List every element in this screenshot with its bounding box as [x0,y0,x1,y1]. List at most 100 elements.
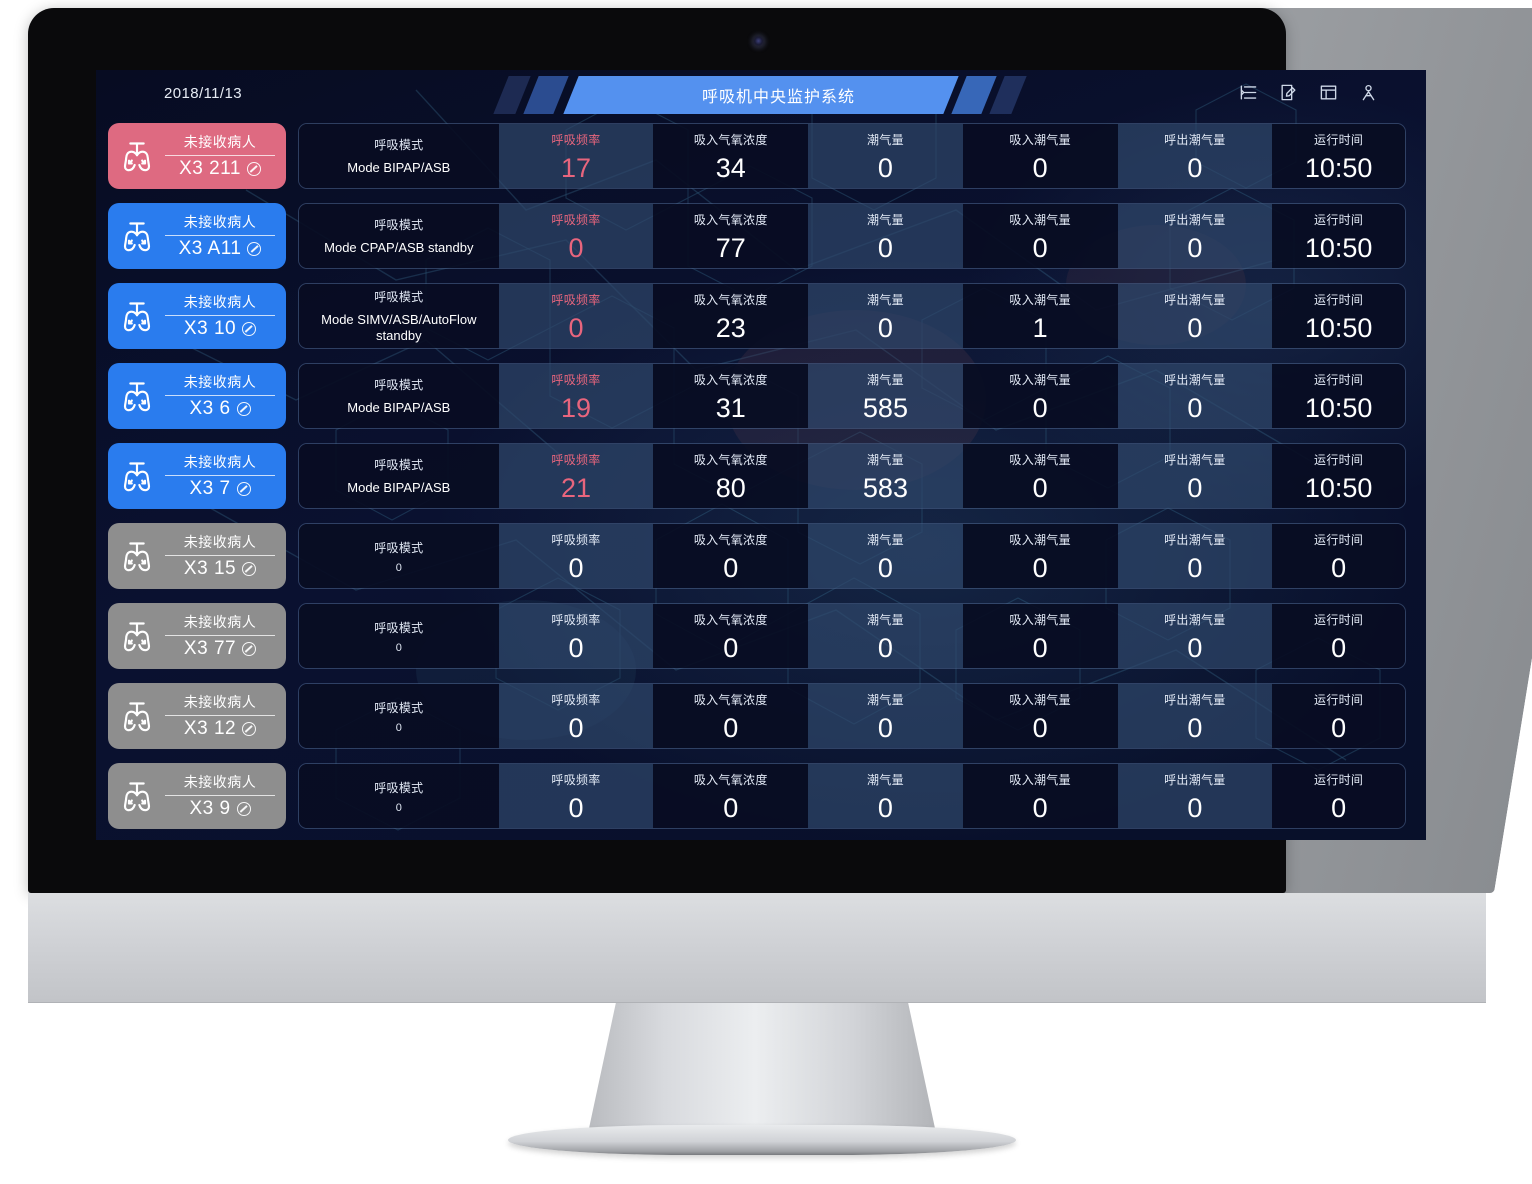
metric-cell-tidal_out[interactable]: 呼出潮气量 0 [1117,764,1273,828]
metric-cell-tidal_in[interactable]: 吸入潮气量 0 [962,684,1118,748]
list-settings-icon[interactable] [1239,83,1258,102]
metric-cell-tidal_in[interactable]: 吸入潮气量 0 [962,764,1118,828]
metric-cell-runtime[interactable]: 运行时间 0 [1272,524,1405,588]
patient-card[interactable]: 未接收病人 X3 A11 [108,203,286,269]
metric-cell-runtime[interactable]: 运行时间 10:50 [1272,364,1405,428]
metric-cell-runtime[interactable]: 运行时间 10:50 [1272,124,1405,188]
metric-cell-mode[interactable]: 呼吸模式 Mode BIPAP/ASB [299,124,499,188]
metric-cell-tidal_in[interactable]: 吸入潮气量 1 [962,284,1118,348]
metric-label: 呼出潮气量 [1164,612,1226,627]
patient-card[interactable]: 未接收病人 X3 15 [108,523,286,589]
metric-cell-tidal_in[interactable]: 吸入潮气量 0 [962,524,1118,588]
metric-cell-mode[interactable]: 呼吸模式 Mode BIPAP/ASB [299,364,499,428]
metric-cell-rate[interactable]: 呼吸频率 0 [498,764,654,828]
metric-cell-tidal_out[interactable]: 呼出潮气量 0 [1117,284,1273,348]
user-account-icon[interactable] [1359,83,1378,102]
metrics-strip: 呼吸模式 Mode BIPAP/ASB 呼吸频率 19 吸入气氧浓度 31 潮气量 585 吸入… [298,363,1406,429]
patient-card-divider [165,715,275,716]
patient-card[interactable]: 未接收病人 X3 10 [108,283,286,349]
patient-card[interactable]: 未接收病人 X3 211 [108,123,286,189]
metric-cell-tidal[interactable]: 潮气量 0 [808,124,963,188]
device-id-label: X3 7 [189,478,231,499]
metric-cell-mode[interactable]: 呼吸模式 Mode SIMV/ASB/AutoFlow standby [299,284,499,348]
metric-cell-runtime[interactable]: 运行时间 10:50 [1272,204,1405,268]
metric-label: 呼吸频率 [551,132,601,147]
patient-card-divider [165,395,275,396]
patient-card-text: 未接收病人 X3 6 [163,372,277,420]
metric-cell-fio2[interactable]: 吸入气氧浓度 77 [653,204,809,268]
metric-cell-rate[interactable]: 呼吸频率 0 [498,284,654,348]
metric-cell-fio2[interactable]: 吸入气氧浓度 0 [653,764,809,828]
ventilator-row: 未接收病人 X3 6 呼吸模式 Mode BIPAP/ASB 呼吸频率 19 吸入气氧浓度 3… [96,360,1426,433]
metric-label: 吸入潮气量 [1009,132,1071,147]
metric-cell-mode[interactable]: 呼吸模式 0 [299,684,499,748]
metric-cell-fio2[interactable]: 吸入气氧浓度 0 [653,684,809,748]
metric-cell-fio2[interactable]: 吸入气氧浓度 80 [653,444,809,508]
lungs-icon [123,462,151,492]
metric-cell-rate[interactable]: 呼吸频率 21 [498,444,654,508]
metric-cell-mode[interactable]: 呼吸模式 0 [299,764,499,828]
metric-cell-tidal[interactable]: 潮气量 0 [808,604,963,668]
page-title: 呼吸机中央监护系统 [701,89,855,106]
metric-value: 583 [862,472,908,503]
patient-card[interactable]: 未接收病人 X3 7 [108,443,286,509]
metric-cell-fio2[interactable]: 吸入气氧浓度 0 [653,604,809,668]
metric-value: 0 [877,632,893,663]
metric-cell-mode[interactable]: 呼吸模式 Mode BIPAP/ASB [299,444,499,508]
metric-cell-mode[interactable]: 呼吸模式 0 [299,524,499,588]
metric-cell-tidal_out[interactable]: 呼出潮气量 0 [1117,444,1273,508]
metric-cell-tidal_in[interactable]: 吸入潮气量 0 [962,204,1118,268]
metric-cell-runtime[interactable]: 运行时间 10:50 [1272,284,1405,348]
layout-panel-icon[interactable] [1319,83,1338,102]
toolbar [1239,83,1378,102]
metric-cell-tidal[interactable]: 潮气量 0 [808,204,963,268]
metric-cell-runtime[interactable]: 运行时间 0 [1272,764,1405,828]
metric-value: Mode BIPAP/ASB [347,399,451,415]
patient-status-label: 未接收病人 [183,374,257,390]
patient-card[interactable]: 未接收病人 X3 77 [108,603,286,669]
metric-cell-tidal_out[interactable]: 呼出潮气量 0 [1117,124,1273,188]
metric-cell-fio2[interactable]: 吸入气氧浓度 34 [653,124,809,188]
edit-note-icon[interactable] [1279,83,1298,102]
metric-cell-rate[interactable]: 呼吸频率 0 [498,684,654,748]
metric-cell-tidal[interactable]: 潮气量 0 [808,684,963,748]
metrics-strip: 呼吸模式 Mode SIMV/ASB/AutoFlow standby 呼吸频率 0 吸… [298,283,1406,349]
metric-cell-tidal[interactable]: 潮气量 0 [808,284,963,348]
metric-cell-tidal_out[interactable]: 呼出潮气量 0 [1117,684,1273,748]
metric-label: 潮气量 [866,292,904,307]
metric-cell-mode[interactable]: 呼吸模式 0 [299,604,499,668]
metric-cell-tidal_in[interactable]: 吸入潮气量 0 [962,444,1118,508]
metric-cell-tidal_in[interactable]: 吸入潮气量 0 [962,124,1118,188]
metric-cell-tidal_out[interactable]: 呼出潮气量 0 [1117,364,1273,428]
patient-card[interactable]: 未接收病人 X3 12 [108,683,286,749]
metric-cell-tidal_out[interactable]: 呼出潮气量 0 [1117,524,1273,588]
patient-status-label: 未接收病人 [183,614,257,630]
metric-cell-tidal_out[interactable]: 呼出潮气量 0 [1117,604,1273,668]
metric-cell-mode[interactable]: 呼吸模式 Mode CPAP/ASB standby [299,204,499,268]
metric-label: 吸入潮气量 [1009,372,1071,387]
metric-cell-fio2[interactable]: 吸入气氧浓度 23 [653,284,809,348]
metric-cell-tidal[interactable]: 潮气量 0 [808,524,963,588]
metric-cell-rate[interactable]: 呼吸频率 0 [498,604,654,668]
metric-cell-runtime[interactable]: 运行时间 10:50 [1272,444,1405,508]
metric-cell-fio2[interactable]: 吸入气氧浓度 0 [653,524,809,588]
metric-cell-rate[interactable]: 呼吸频率 19 [498,364,654,428]
metric-cell-tidal[interactable]: 潮气量 0 [808,764,963,828]
metric-cell-runtime[interactable]: 运行时间 0 [1272,604,1405,668]
metric-cell-rate[interactable]: 呼吸频率 0 [498,204,654,268]
metric-cell-tidal_in[interactable]: 吸入潮气量 0 [962,604,1118,668]
metric-cell-tidal[interactable]: 潮气量 585 [808,364,963,428]
metric-cell-tidal_in[interactable]: 吸入潮气量 0 [962,364,1118,428]
metric-label: 吸入潮气量 [1009,692,1071,707]
metric-cell-rate[interactable]: 呼吸频率 0 [498,524,654,588]
metric-cell-runtime[interactable]: 运行时间 0 [1272,684,1405,748]
patient-card[interactable]: 未接收病人 X3 9 [108,763,286,829]
patient-status-label: 未接收病人 [183,694,257,710]
metric-value: 10:50 [1304,472,1373,503]
metric-cell-tidal_out[interactable]: 呼出潮气量 0 [1117,204,1273,268]
metric-cell-fio2[interactable]: 吸入气氧浓度 31 [653,364,809,428]
metric-cell-rate[interactable]: 呼吸频率 17 [498,124,654,188]
patient-card[interactable]: 未接收病人 X3 6 [108,363,286,429]
metric-cell-tidal[interactable]: 潮气量 583 [808,444,963,508]
patient-status-label: 未接收病人 [183,214,257,230]
